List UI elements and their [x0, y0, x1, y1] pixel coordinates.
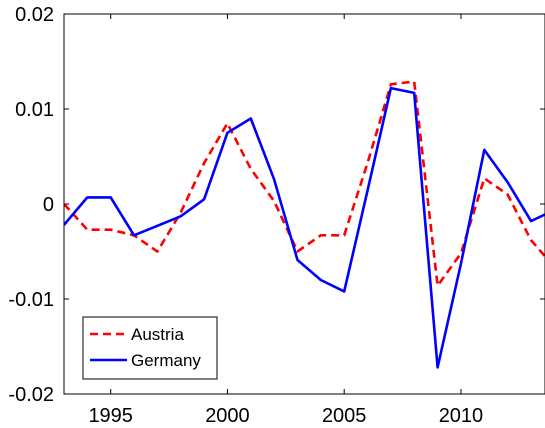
- legend-box: [82, 316, 218, 380]
- legend-label-germany: Germany: [131, 351, 201, 370]
- x-tick-label: 2010: [439, 405, 484, 427]
- plot-area: [64, 80, 545, 369]
- y-tick-label: -0.01: [8, 289, 54, 311]
- y-tick-labels: -0.02 -0.01 0 0.01 0.02: [8, 4, 54, 406]
- y-tick-label: 0: [43, 194, 54, 216]
- x-tick-label: 2005: [322, 405, 367, 427]
- y-tick-label: 0.02: [15, 4, 54, 26]
- x-tick-label: 2000: [205, 405, 250, 427]
- series-lines: [64, 80, 545, 369]
- legend-label-austria: Austria: [131, 325, 184, 344]
- series-line-germany: [64, 86, 545, 369]
- y-tick-label: -0.02: [8, 384, 54, 406]
- x-tick-labels: 1995 2000 2005 2010: [88, 405, 483, 427]
- y-tick-label: 0.01: [15, 99, 54, 121]
- series-line-austria: [64, 80, 545, 288]
- legend: Austria Germany: [82, 316, 218, 380]
- axes-box: [63, 13, 545, 395]
- axes-frame: [63, 13, 545, 395]
- x-tick-label: 1995: [88, 405, 133, 427]
